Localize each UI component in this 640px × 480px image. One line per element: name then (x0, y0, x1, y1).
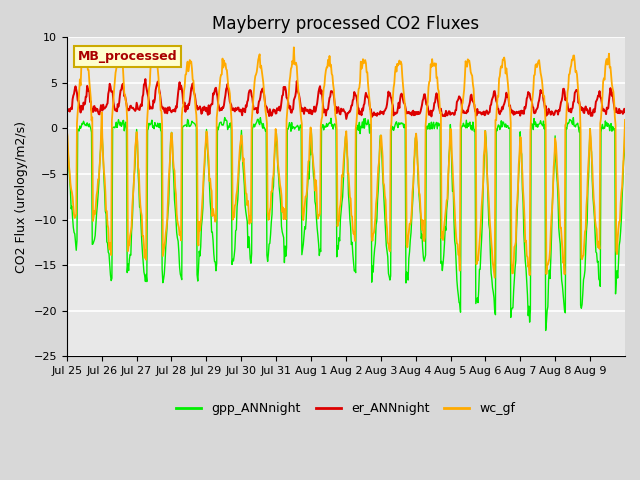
Line: wc_gf: wc_gf (67, 47, 625, 277)
gpp_ANNnight (232, 228, 239, 234)
er_ANNnight (621, 109, 629, 115)
er_ANNnight (259, 90, 267, 96)
er_ANNnight (129, 105, 136, 111)
gpp_ANNnight (404, 277, 412, 283)
er_ANNnight (405, 109, 413, 115)
wc_gf (129, 193, 137, 199)
gpp_ANNnight (129, 219, 136, 225)
gpp_ANNnight (221, 115, 228, 120)
gpp_ANNnight (259, 120, 267, 126)
gpp_ANNnight (542, 328, 550, 334)
Text: MB_processed: MB_processed (78, 50, 177, 63)
wc_gf (280, 206, 288, 212)
wc_gf (114, 44, 122, 50)
Legend: gpp_ANNnight, er_ANNnight, wc_gf: gpp_ANNnight, er_ANNnight, wc_gf (172, 397, 520, 420)
Y-axis label: CO2 Flux (urology/m2/s): CO2 Flux (urology/m2/s) (15, 121, 28, 273)
wc_gf (436, 98, 444, 104)
er_ANNnight (141, 76, 149, 82)
wc_gf (491, 275, 499, 280)
wc_gf (404, 236, 412, 241)
gpp_ANNnight (436, 121, 444, 127)
Line: gpp_ANNnight: gpp_ANNnight (67, 118, 625, 331)
er_ANNnight (63, 104, 70, 109)
wc_gf (259, 80, 267, 85)
gpp_ANNnight (621, 120, 629, 125)
wc_gf (621, 117, 629, 123)
er_ANNnight (436, 110, 444, 116)
gpp_ANNnight (63, 131, 70, 136)
er_ANNnight (232, 105, 239, 111)
wc_gf (232, 201, 239, 207)
er_ANNnight (280, 86, 288, 92)
wc_gf (63, 127, 70, 133)
er_ANNnight (342, 116, 350, 122)
Title: Mayberry processed CO2 Fluxes: Mayberry processed CO2 Fluxes (212, 15, 479, 33)
gpp_ANNnight (280, 260, 288, 265)
Line: er_ANNnight: er_ANNnight (67, 79, 625, 119)
